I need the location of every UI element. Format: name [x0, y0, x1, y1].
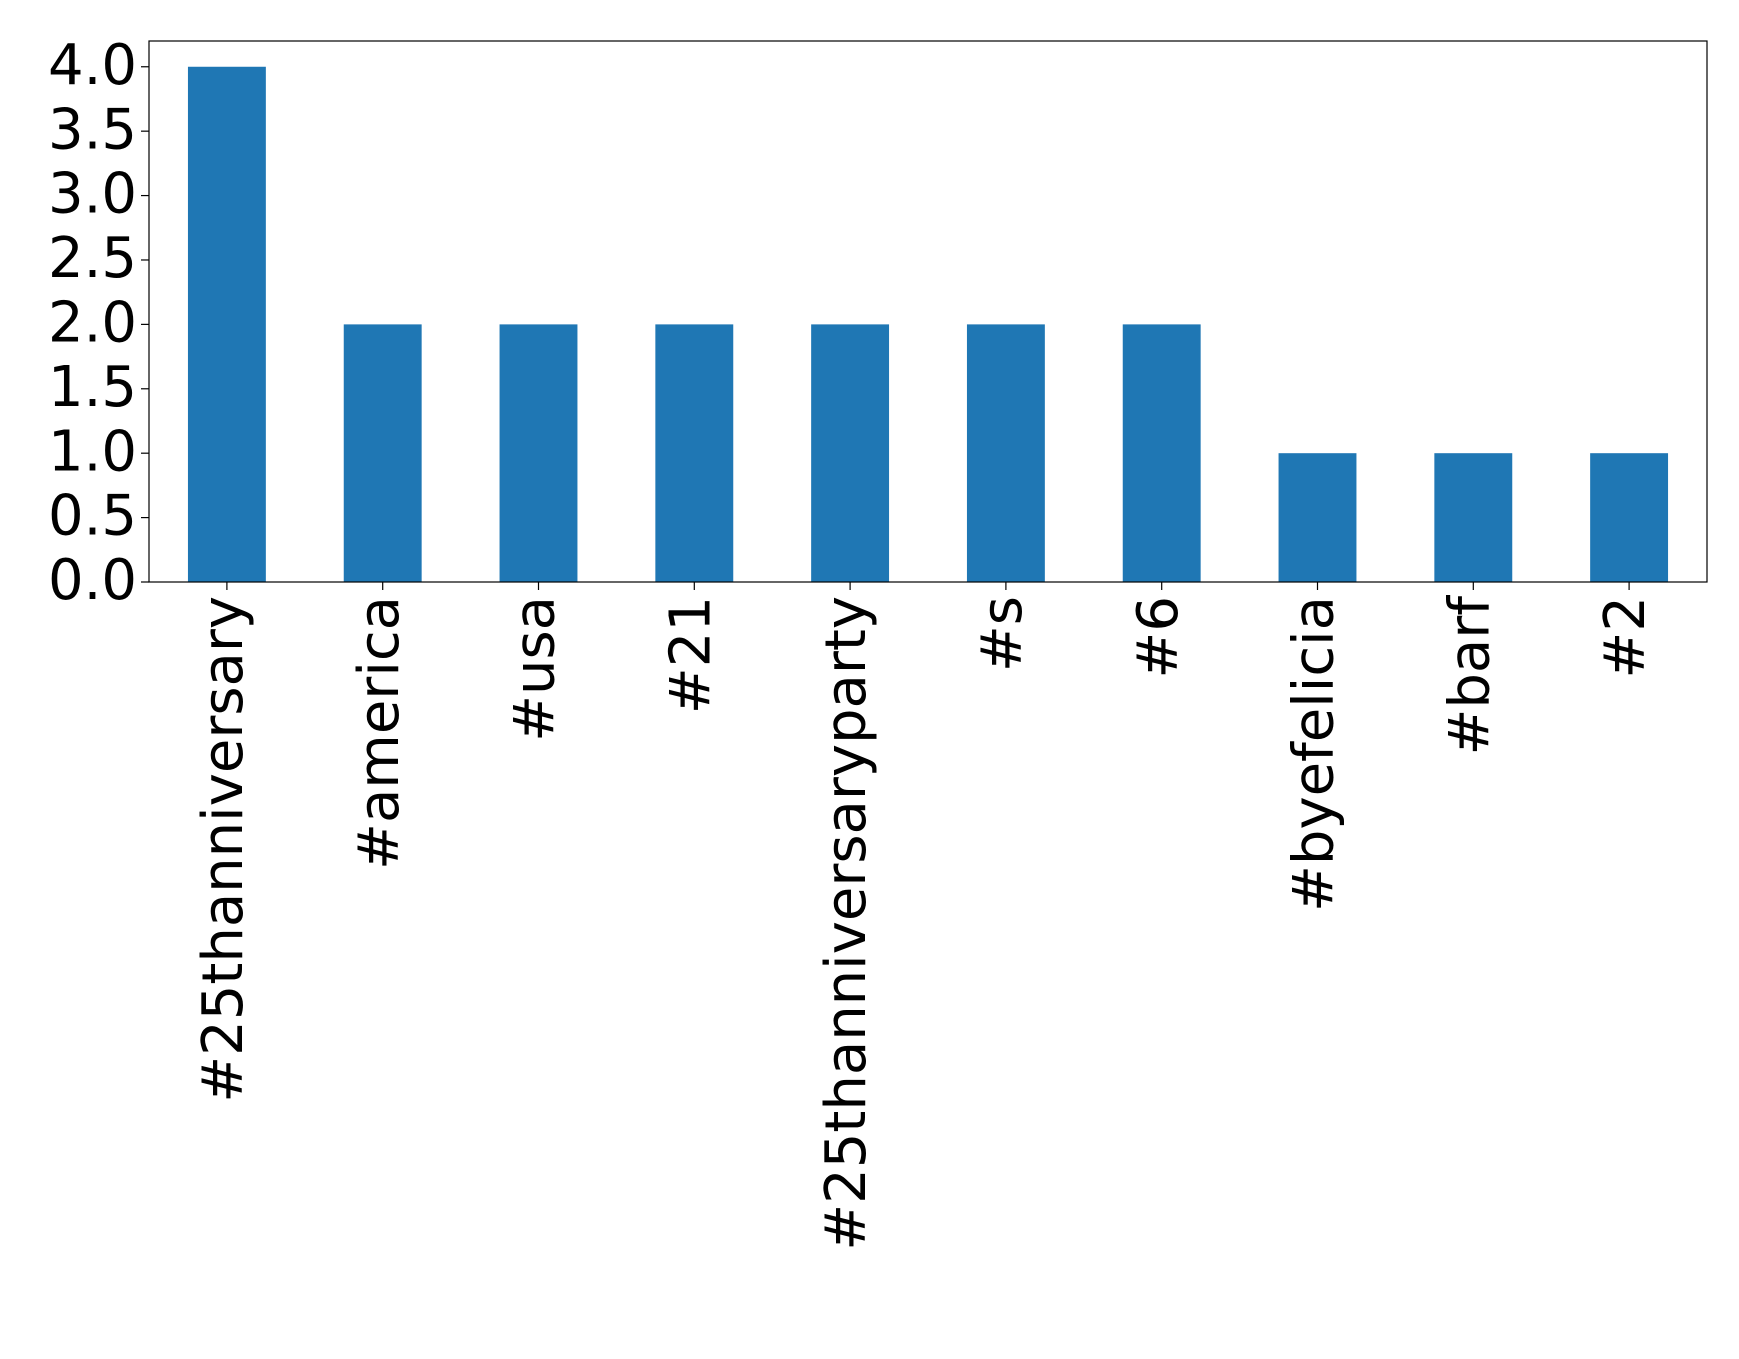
- bar: [966, 324, 1045, 582]
- bar: [343, 324, 422, 582]
- y-tick-label: 1.5: [48, 355, 137, 420]
- x-tick-label: #barf: [1437, 595, 1502, 756]
- bar: [811, 324, 890, 582]
- y-tick-label: 0.0: [48, 548, 137, 613]
- x-tick-label: #s: [970, 596, 1035, 672]
- y-tick-label: 3.5: [48, 97, 137, 162]
- y-tick-label: 1.0: [48, 419, 137, 484]
- bar: [1122, 324, 1201, 582]
- bar: [1434, 453, 1513, 582]
- y-tick-label: 0.5: [48, 484, 137, 549]
- x-tick-label: #25thanniversary: [191, 596, 256, 1103]
- x-tick-label: #6: [1126, 596, 1191, 679]
- bar: [1590, 453, 1669, 582]
- y-tick-label: 2.0: [48, 291, 137, 356]
- y-tick-label: 3.0: [48, 162, 137, 227]
- y-tick-label: 2.5: [48, 226, 137, 291]
- bar: [655, 324, 734, 582]
- x-tick-label: #21: [658, 596, 723, 714]
- bar: [499, 324, 578, 582]
- x-tick-label: #2: [1593, 596, 1658, 679]
- plot-frame: [148, 40, 1708, 583]
- x-tick-label: #usa: [503, 596, 568, 742]
- x-tick-label: #america: [347, 596, 412, 870]
- x-tick-label: #25thanniversaryparty: [814, 596, 879, 1251]
- bar: [187, 66, 266, 582]
- bar: [1278, 453, 1357, 582]
- x-tick-label: #byefelicia: [1282, 596, 1347, 912]
- y-tick-label: 4.0: [48, 33, 137, 98]
